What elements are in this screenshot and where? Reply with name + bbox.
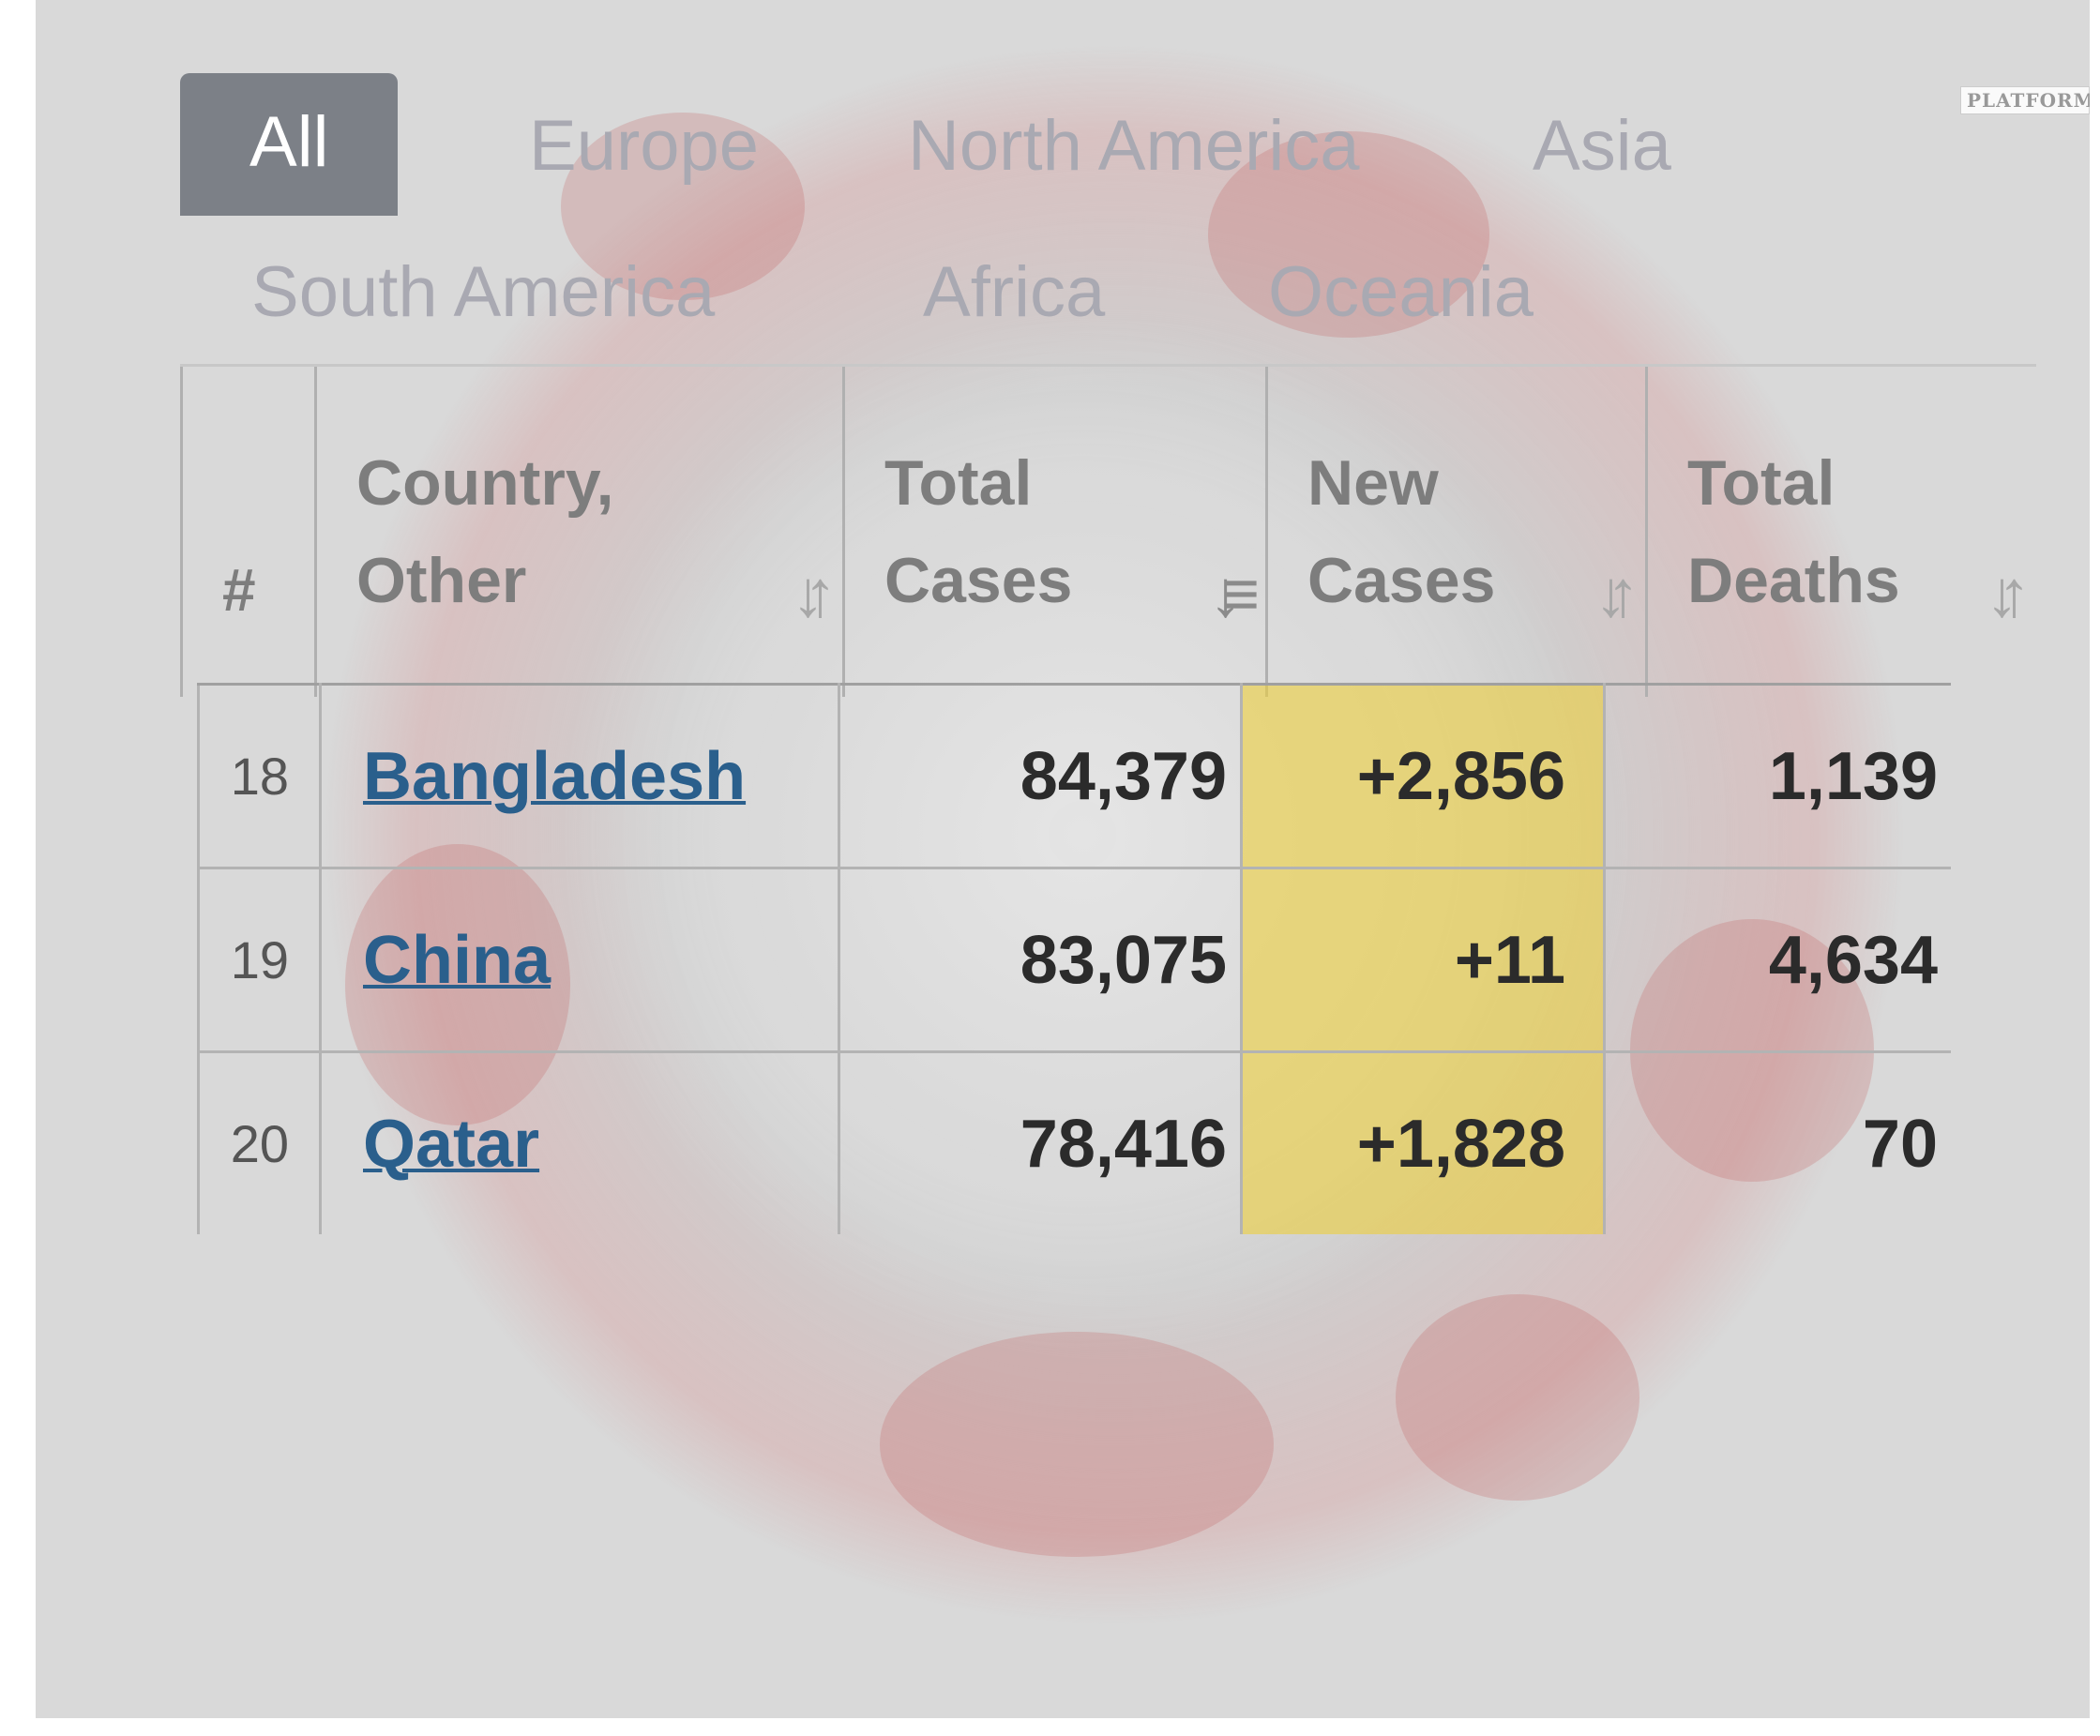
region-tabs: All Europe North America Asia South Amer… xyxy=(180,73,1681,345)
new-cases-cell: +2,856 xyxy=(1240,683,1606,869)
sort-icon[interactable]: ↓↑ xyxy=(1594,557,1639,630)
sort-icon[interactable]: ↓↑ xyxy=(1986,557,2031,630)
rank-cell: 20 xyxy=(197,1050,322,1234)
total-deaths-cell: 1,139 xyxy=(1603,683,1951,869)
watermark-logo: PLATFORM xyxy=(1960,86,2090,114)
country-cell: China xyxy=(319,867,840,1053)
tab-africa[interactable]: Africa xyxy=(923,252,1106,332)
tab-north-america[interactable]: North America xyxy=(908,106,1360,186)
header-country-line2: Other xyxy=(356,545,527,616)
total-cases-cell: 84,379 xyxy=(838,683,1243,869)
header-new-cases-line2: Cases xyxy=(1307,545,1496,616)
header-rank[interactable]: # xyxy=(180,364,316,697)
rank-cell: 18 xyxy=(197,683,322,869)
header-total-deaths[interactable]: Total Deaths ↓↑ xyxy=(1645,364,2036,697)
tab-europe[interactable]: Europe xyxy=(529,106,760,186)
header-total-cases-line2: Cases xyxy=(884,545,1073,616)
header-total-deaths-line1: Total xyxy=(1687,447,1836,519)
table-row: 18 Bangladesh 84,379 +2,856 1,139 xyxy=(197,683,1951,869)
tab-oceania[interactable]: Oceania xyxy=(1268,252,1534,332)
tab-south-america[interactable]: South America xyxy=(251,252,716,332)
cases-table: 18 Bangladesh 84,379 +2,856 1,139 19 Chi… xyxy=(197,683,1951,1234)
country-link[interactable]: China xyxy=(363,922,551,998)
header-country[interactable]: Country, Other ↓↑ xyxy=(314,364,844,697)
virus-spike-decoration xyxy=(561,113,805,300)
header-total-cases[interactable]: Total Cases ↓≡ xyxy=(842,364,1267,697)
virus-spike-decoration xyxy=(1396,1294,1639,1501)
new-cases-cell: +1,828 xyxy=(1240,1050,1606,1234)
country-cell: Qatar xyxy=(319,1050,840,1234)
table-header: # Country, Other ↓↑ Total Cases ↓≡ New C… xyxy=(180,364,2036,697)
total-deaths-cell: 4,634 xyxy=(1603,867,1951,1053)
total-cases-cell: 78,416 xyxy=(838,1050,1243,1234)
sort-desc-icon[interactable]: ↓≡ xyxy=(1209,557,1260,630)
table-row: 19 China 83,075 +11 4,634 xyxy=(197,867,1951,1053)
new-cases-cell: +11 xyxy=(1240,867,1606,1053)
tab-asia[interactable]: Asia xyxy=(1533,106,1671,186)
virus-spike-decoration xyxy=(1208,131,1489,338)
sort-icon[interactable]: ↓↑ xyxy=(792,557,837,630)
total-cases-cell: 83,075 xyxy=(838,867,1243,1053)
header-new-cases[interactable]: New Cases ↓↑ xyxy=(1265,364,1647,697)
country-link[interactable]: Bangladesh xyxy=(363,738,747,814)
rank-cell: 19 xyxy=(197,867,322,1053)
virus-spike-decoration xyxy=(880,1332,1274,1557)
header-new-cases-line1: New xyxy=(1307,447,1439,519)
total-deaths-cell: 70 xyxy=(1603,1050,1951,1234)
tab-all[interactable]: All xyxy=(180,73,399,216)
header-total-deaths-line2: Deaths xyxy=(1687,545,1900,616)
country-cell: Bangladesh xyxy=(319,683,840,869)
header-total-cases-line1: Total xyxy=(884,447,1033,519)
country-link[interactable]: Qatar xyxy=(363,1106,540,1182)
table-row: 20 Qatar 78,416 +1,828 70 xyxy=(197,1050,1951,1234)
header-country-line1: Country, xyxy=(356,447,614,519)
